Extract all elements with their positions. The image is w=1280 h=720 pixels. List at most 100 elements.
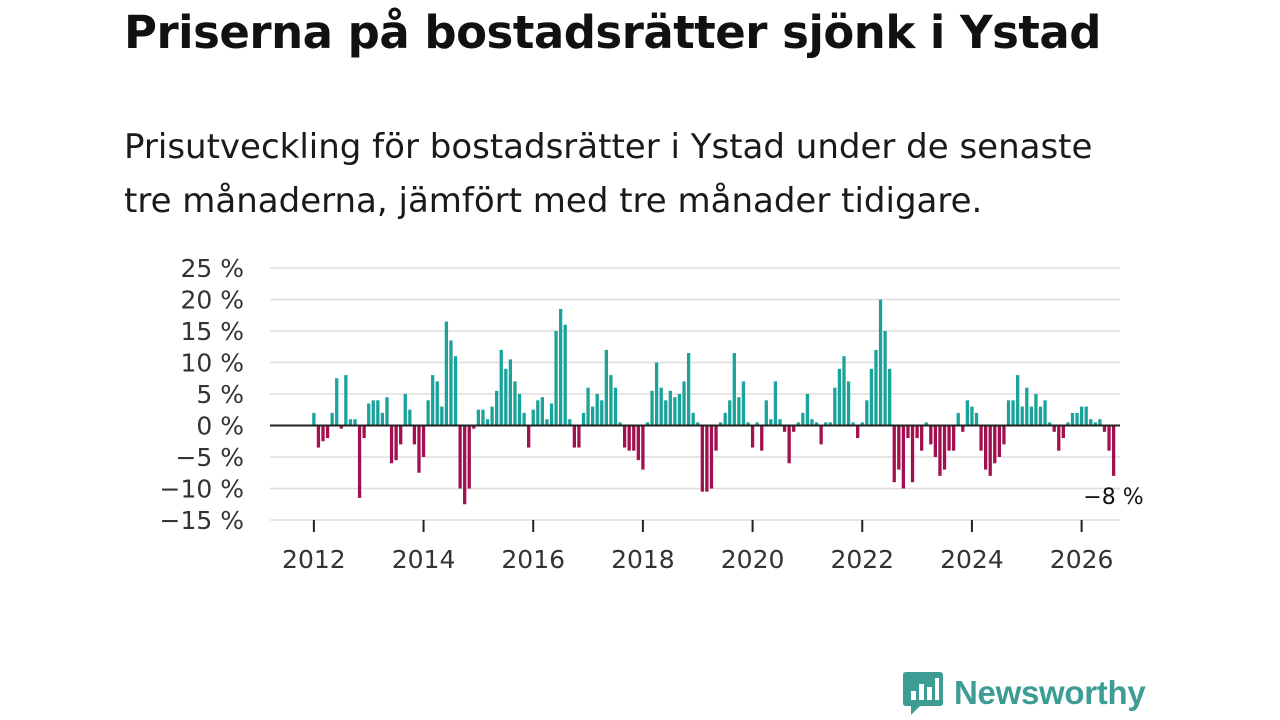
bar-negative xyxy=(947,425,951,451)
bar-positive xyxy=(696,422,700,426)
chart-subtitle: Prisutveckling för bostadsrätter i Ystad… xyxy=(124,127,1093,221)
bar-positive xyxy=(435,381,439,426)
bar-positive xyxy=(769,419,773,426)
bar-positive xyxy=(1025,387,1029,426)
bar-negative xyxy=(819,425,823,445)
bar-negative xyxy=(472,425,476,429)
bar-negative xyxy=(627,425,631,451)
bar-negative xyxy=(897,425,901,470)
bar-negative xyxy=(929,425,933,445)
bar-positive xyxy=(659,387,663,426)
y-tick-label: −15 % xyxy=(160,506,244,535)
bar-positive xyxy=(545,419,549,426)
y-tick-label: 15 % xyxy=(180,317,244,346)
bar-positive xyxy=(677,394,682,426)
bar-negative xyxy=(910,425,915,483)
bar-positive xyxy=(673,397,677,426)
bar-negative xyxy=(399,425,403,445)
bar-negative xyxy=(714,425,718,451)
bar-negative xyxy=(906,425,910,439)
bar-positive xyxy=(495,390,499,426)
bar-positive xyxy=(1020,406,1024,426)
bar-positive xyxy=(1089,419,1093,426)
bar-positive xyxy=(860,422,864,426)
bar-negative xyxy=(961,425,965,432)
bar-positive xyxy=(531,409,535,426)
bar-positive xyxy=(563,324,567,426)
bar-positive xyxy=(869,368,874,426)
bar-positive xyxy=(568,419,572,426)
bar-negative xyxy=(856,425,860,439)
bar-positive xyxy=(746,422,750,426)
bar-negative xyxy=(622,425,627,448)
bar-positive xyxy=(335,378,339,426)
bar-negative xyxy=(942,425,947,470)
bar-negative xyxy=(1102,425,1107,432)
bar-positive xyxy=(517,394,522,426)
bar-negative xyxy=(705,425,709,492)
bar-negative xyxy=(750,425,755,448)
bar-positive xyxy=(426,400,430,426)
bar-positive xyxy=(650,390,654,426)
bar-negative xyxy=(952,425,956,451)
bar-positive xyxy=(778,419,782,426)
bar-negative xyxy=(933,425,938,457)
bar-negative xyxy=(362,425,366,439)
bar-positive xyxy=(1006,400,1011,426)
y-tick-label: 25 % xyxy=(180,254,244,283)
y-tick-label: 20 % xyxy=(180,286,244,315)
bar-negative xyxy=(577,425,581,448)
bar-positive xyxy=(476,409,481,426)
bar-negative xyxy=(316,425,321,448)
bar-positive xyxy=(732,353,736,426)
bar-positive xyxy=(773,381,778,426)
bar-positive xyxy=(590,406,595,426)
bar-positive xyxy=(645,422,650,426)
x-tick-label: 2014 xyxy=(392,545,456,574)
bar-positive xyxy=(828,422,832,426)
bar-positive xyxy=(837,368,842,426)
bar-positive xyxy=(1075,412,1079,426)
x-tick-label: 2018 xyxy=(611,545,675,574)
bar-positive xyxy=(668,390,672,426)
bar-positive xyxy=(851,422,855,426)
bar-positive xyxy=(883,331,887,426)
bar-positive xyxy=(513,381,517,426)
bar-positive xyxy=(549,403,554,426)
bar-positive xyxy=(764,400,768,426)
bar-positive xyxy=(805,394,810,426)
bar-positive xyxy=(408,409,412,426)
last-value-label: −8 % xyxy=(1083,485,1143,510)
bar-positive xyxy=(618,422,622,426)
bar-positive xyxy=(1070,412,1075,426)
bar-negative xyxy=(988,425,992,476)
bar-positive xyxy=(888,368,892,426)
bar-positive xyxy=(403,394,407,426)
bar-series xyxy=(312,299,1116,505)
bar-negative xyxy=(787,425,791,464)
bar-negative xyxy=(527,425,531,448)
bar-positive xyxy=(613,387,618,426)
bar-negative xyxy=(938,425,942,476)
bar-positive xyxy=(559,308,563,426)
bar-positive xyxy=(536,400,540,426)
bar-positive xyxy=(600,400,604,426)
y-tick-label: 5 % xyxy=(196,380,244,409)
bar-positive xyxy=(522,412,526,426)
bar-positive xyxy=(833,387,837,426)
bar-positive xyxy=(353,419,357,426)
bar-positive xyxy=(1084,406,1088,426)
bar-positive xyxy=(814,422,819,426)
bar-negative xyxy=(458,425,462,489)
bar-negative xyxy=(700,425,704,492)
x-tick-label: 2024 xyxy=(940,545,1004,574)
bar-positive xyxy=(956,412,960,426)
grid-lines xyxy=(270,267,1120,521)
bar-positive xyxy=(330,412,334,426)
bar-positive xyxy=(367,403,371,426)
bar-negative xyxy=(421,425,426,457)
bar-positive xyxy=(1034,394,1038,426)
y-tick-label: 10 % xyxy=(180,349,244,378)
bar-positive xyxy=(810,419,814,426)
bar-positive xyxy=(444,321,449,426)
